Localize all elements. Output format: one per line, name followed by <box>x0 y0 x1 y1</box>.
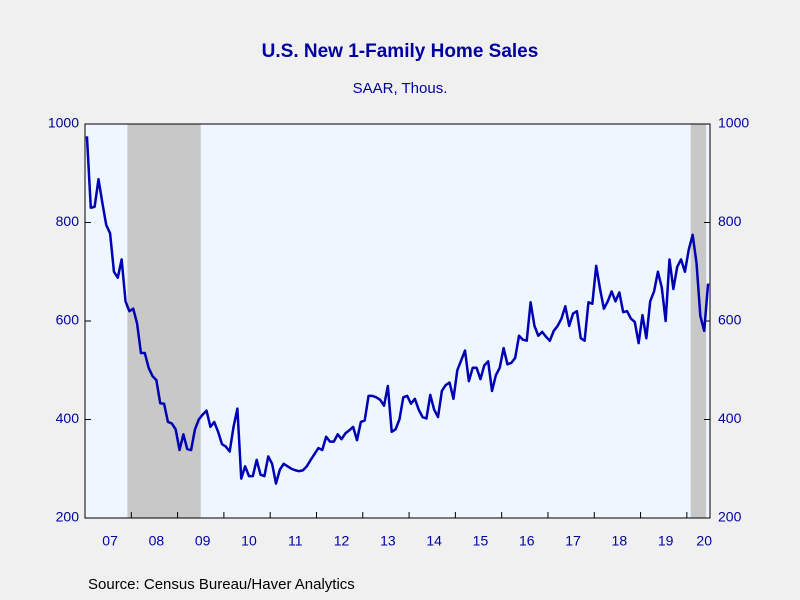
x-tick-label: 18 <box>612 533 628 549</box>
y2-tick-label: 600 <box>718 312 742 328</box>
recession-shade <box>690 124 707 518</box>
x-tick-label: 12 <box>334 533 350 549</box>
x-tick-label: 14 <box>426 533 442 549</box>
x-tick-label: 09 <box>195 533 211 549</box>
x-tick-label: 19 <box>658 533 674 549</box>
source-note: Source: Census Bureau/Haver Analytics <box>88 576 355 593</box>
recession-shade <box>127 124 201 518</box>
y2-tick-label: 200 <box>718 509 742 525</box>
series-line <box>85 136 710 485</box>
y-tick-label: 200 <box>56 509 80 525</box>
x-tick-label: 10 <box>241 533 257 549</box>
x-tick-label: 15 <box>473 533 489 549</box>
x-tick-label: 16 <box>519 533 535 549</box>
x-tick-label: 20 <box>696 533 712 549</box>
y2-tick-label: 800 <box>718 213 742 229</box>
chart-subtitle: SAAR, Thous. <box>353 80 448 97</box>
y2-tick-label: 1000 <box>718 115 749 131</box>
x-tick-label: 13 <box>380 533 396 549</box>
y-tick-label: 600 <box>56 312 80 328</box>
y-tick-label: 1000 <box>48 115 79 131</box>
y-tick-label: 400 <box>56 410 80 426</box>
x-tick-label: 11 <box>288 533 303 549</box>
x-tick-label: 07 <box>102 533 118 549</box>
x-tick-label: 08 <box>149 533 165 549</box>
chart-title: U.S. New 1-Family Home Sales <box>262 41 539 62</box>
y2-tick-label: 400 <box>718 410 742 426</box>
y-tick-label: 800 <box>56 213 80 229</box>
x-tick-label: 17 <box>565 533 581 549</box>
